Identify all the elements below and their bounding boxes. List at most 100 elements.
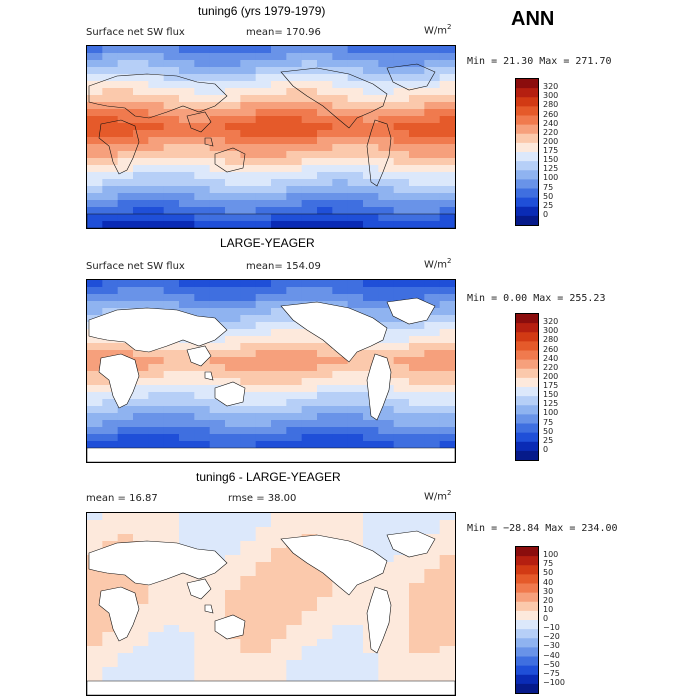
map-cell (133, 590, 149, 598)
map-cell (209, 674, 226, 682)
map-cell (240, 88, 257, 96)
colorbar-swatch (516, 441, 538, 452)
map-cell (225, 371, 241, 379)
map-cell (363, 576, 379, 584)
map-cell (439, 399, 455, 407)
map-cell (194, 364, 211, 372)
map-cell (225, 364, 241, 372)
antarctica-outline (87, 447, 455, 462)
map-cell (240, 625, 257, 633)
map-cell (240, 95, 257, 103)
map-cell (240, 653, 257, 661)
map-cell (87, 527, 103, 535)
colorbar-tick-label: 175 (543, 381, 559, 390)
map-cell (87, 130, 103, 138)
map-cell (209, 604, 226, 612)
map-cell (179, 527, 195, 535)
map-cell (286, 186, 303, 194)
map-cell (117, 116, 134, 124)
map-cell (117, 123, 134, 131)
map-cell (332, 660, 349, 668)
map-cell (102, 60, 119, 68)
map-cell (332, 632, 349, 640)
map-cell (133, 53, 149, 61)
map-cell (163, 520, 180, 528)
map-cell (378, 308, 395, 316)
map-cell (286, 322, 303, 330)
continent-outline (366, 586, 392, 654)
map-cell (393, 322, 410, 330)
colorbar-swatch (516, 152, 538, 162)
map-cell (363, 653, 379, 661)
map-cell (102, 583, 119, 591)
map-cell (409, 611, 425, 619)
map-cell (225, 60, 241, 68)
map-cell (209, 590, 226, 598)
map-cell (255, 53, 272, 61)
map-cell (424, 611, 441, 619)
continent-outline (366, 119, 392, 187)
map-cell (209, 371, 226, 379)
map-cell (87, 221, 103, 228)
map-cell (271, 625, 287, 633)
colorbar-tick-label: 100 (543, 408, 559, 418)
map-cell (271, 81, 287, 89)
colorbar-tick-label: 75 (543, 417, 554, 427)
map-cell (148, 441, 165, 449)
map-cell (347, 618, 364, 626)
map-cell (301, 207, 318, 215)
map-cell (301, 434, 318, 442)
map-cell (317, 513, 333, 521)
map-cell (301, 74, 318, 82)
map-cell (424, 207, 441, 215)
map-cell (439, 336, 455, 344)
map-cell (209, 646, 226, 654)
map-cell (439, 294, 455, 302)
map-cell (133, 179, 149, 187)
map-cell (347, 74, 364, 82)
map-cell (117, 520, 134, 528)
map-cell (117, 186, 134, 194)
map-cell (424, 660, 441, 668)
map-cell (317, 427, 333, 435)
map-cell (117, 130, 134, 138)
map-cell (301, 399, 318, 407)
map-cell (148, 639, 165, 647)
map-cell (163, 81, 180, 89)
map-cell (133, 378, 149, 386)
panel1-field-label: Surface net SW flux (86, 27, 185, 38)
map-cell (117, 151, 134, 159)
map-cell (87, 534, 103, 542)
map-cell (347, 287, 364, 295)
map-cell (378, 660, 395, 668)
map-cell (439, 555, 455, 563)
map-cell (163, 151, 180, 159)
map-cell (179, 441, 195, 449)
map-cell (225, 214, 241, 222)
map-cell (271, 597, 287, 605)
map-cell (393, 604, 410, 612)
map-cell (286, 329, 303, 337)
map-cell (317, 172, 333, 180)
map-cell (209, 165, 226, 173)
map-cell (301, 214, 318, 222)
map-cell (271, 179, 287, 187)
map-cell (255, 625, 272, 633)
map-cell (225, 667, 241, 675)
map-cell (378, 172, 395, 180)
colorbar-swatch (516, 414, 538, 424)
map-cell (179, 625, 195, 633)
map-cell (240, 527, 257, 535)
map-cell (133, 513, 149, 521)
map-cell (87, 639, 103, 647)
map-cell (225, 172, 241, 180)
map-cell (286, 569, 303, 577)
map-cell (317, 392, 333, 400)
map-cell (179, 413, 195, 421)
map-cell (240, 60, 257, 68)
map-cell (255, 618, 272, 626)
map-cell (133, 172, 149, 180)
map-cell (163, 527, 180, 535)
map-cell (439, 646, 455, 654)
map-cell (439, 53, 455, 61)
